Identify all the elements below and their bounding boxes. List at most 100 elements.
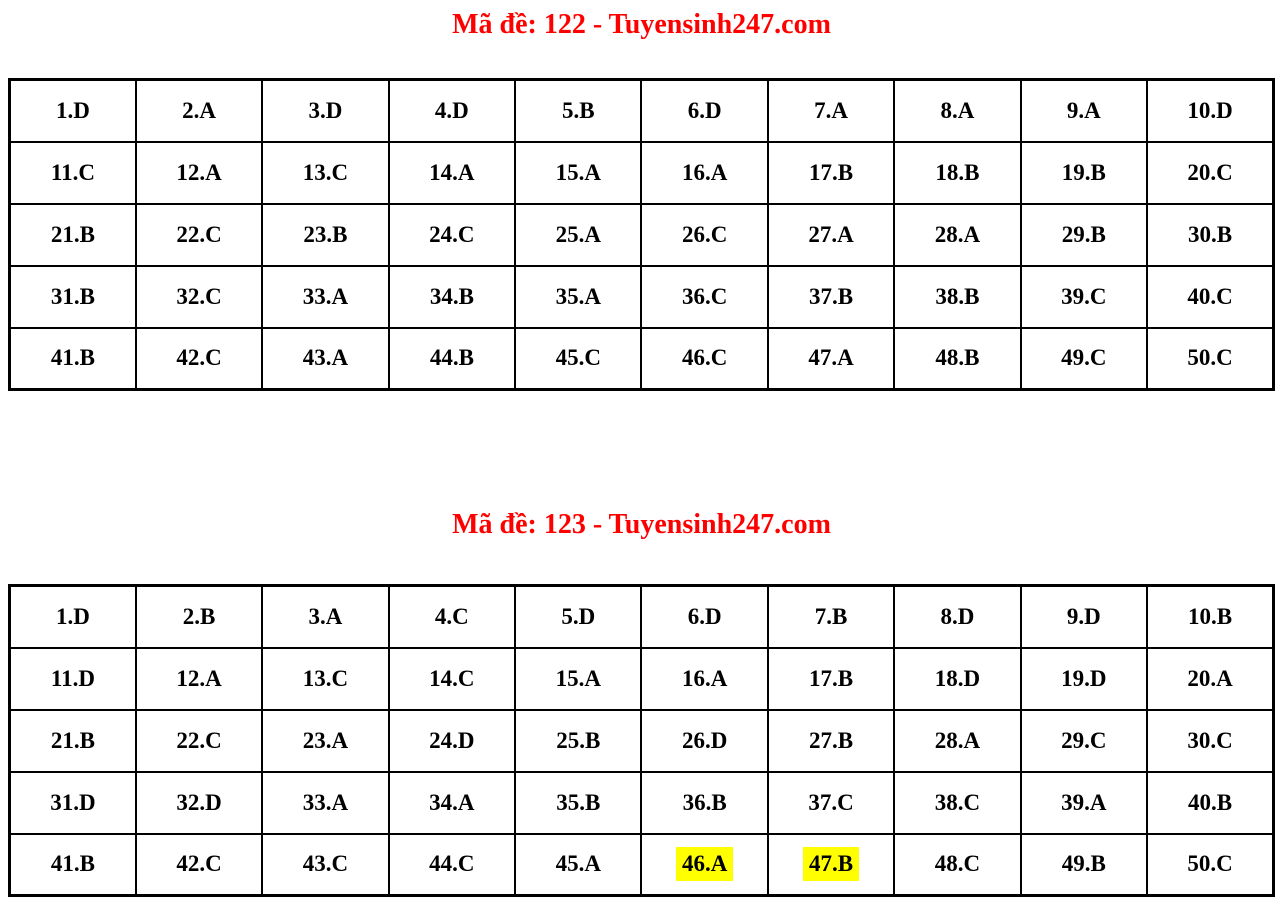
answer-cell: 41.B — [8, 832, 137, 897]
answer-cell: 18.D — [893, 646, 1022, 711]
answer-text: 45.A — [555, 851, 601, 877]
answer-cell: 7.A — [766, 78, 896, 143]
answer-cell: 44.B — [387, 326, 517, 391]
answer-cell: 45.A — [514, 832, 643, 897]
answer-text: 3.A — [308, 603, 343, 629]
answer-cell: 13.C — [261, 140, 390, 205]
answer-cell: 29.B — [1019, 202, 1149, 267]
answer-text: 10.D — [1187, 97, 1233, 123]
answer-text: 14.A — [429, 159, 475, 185]
answer-text: 34.A — [429, 789, 475, 815]
answer-text: 23.B — [303, 221, 348, 247]
answer-text: 43.C — [302, 851, 349, 877]
answer-cell: 6.D — [640, 584, 769, 649]
answer-cell: 40.C — [1146, 264, 1275, 329]
answer-text: 35.B — [556, 789, 601, 815]
answer-cell: 33.A — [261, 770, 390, 835]
answer-row: 21.B 22.C 23.B 24.C 25.A 26.C 27.A 28.A 29.B 30.B — [8, 202, 1275, 267]
answer-cell: 3.D — [261, 78, 390, 143]
answer-text: 38.C — [934, 789, 981, 815]
answer-text: 13.C — [302, 159, 349, 185]
answer-text: 42.C — [176, 345, 222, 371]
answer-text: 41.B — [50, 345, 95, 371]
answer-text: 3.D — [308, 97, 343, 123]
answer-text: 50.C — [1187, 345, 1233, 371]
answer-text: 44.B — [429, 345, 474, 371]
answer-text: 20.A — [1187, 665, 1233, 691]
answer-text: 39.A — [1061, 789, 1107, 815]
highlighted-answer: 47.B — [802, 847, 860, 882]
answer-text: 4.D — [434, 97, 469, 123]
answer-row: 11.D 12.A 13.C 14.C 15.A 16.A 17.B 18.D 19.D 20.A — [8, 646, 1275, 711]
answer-text: 40.B — [1187, 789, 1233, 815]
answer-cell: 40.B — [1146, 770, 1275, 835]
answer-text: 9.A — [1066, 97, 1101, 123]
answer-cell: 50.C — [1146, 326, 1275, 391]
answer-text: 16.A — [681, 665, 728, 691]
answer-text: 5.B — [561, 97, 595, 123]
answer-text: 42.C — [176, 851, 222, 877]
answer-cell: 46.C — [640, 326, 769, 391]
answer-cell: 26.C — [640, 202, 769, 267]
answer-cell: 43.C — [261, 832, 390, 897]
answer-text: 2.B — [182, 603, 216, 629]
answer-text: 48.B — [935, 345, 980, 371]
answer-cell: 25.A — [514, 202, 643, 267]
answer-cell: 25.B — [514, 708, 643, 773]
answer-cell: 19.B — [1019, 140, 1149, 205]
answer-text: 34.B — [429, 283, 474, 309]
answer-cell: 5.B — [514, 78, 643, 143]
answer-text: 12.A — [176, 665, 222, 691]
answer-text: 30.B — [1187, 221, 1233, 247]
answer-cell: 22.C — [134, 202, 264, 267]
answer-cell: 14.A — [387, 140, 517, 205]
answer-cell: 7.B — [766, 584, 896, 649]
answer-cell: 11.D — [8, 646, 137, 711]
answer-cell: 1.D — [8, 584, 137, 649]
answer-cell: 15.A — [514, 646, 643, 711]
answer-text: 22.C — [176, 727, 222, 753]
answer-cell: 9.D — [1019, 584, 1149, 649]
answer-cell: 23.B — [261, 202, 390, 267]
answer-cell: 26.D — [640, 708, 769, 773]
answer-text: 10.B — [1187, 603, 1233, 629]
answer-cell: 35.B — [514, 770, 643, 835]
answer-text: 7.B — [814, 603, 848, 629]
answer-text: 29.C — [1061, 727, 1107, 753]
answer-text: 26.C — [681, 221, 728, 247]
answer-cell: 36.B — [640, 770, 769, 835]
answer-text: 15.A — [555, 665, 601, 691]
answer-cell: 44.C — [387, 832, 517, 897]
answer-text: 24.D — [429, 727, 475, 753]
answer-text: 7.A — [814, 97, 848, 123]
answer-text: 37.C — [808, 789, 854, 815]
answer-cell: 17.B — [766, 140, 896, 205]
answer-text: 25.B — [556, 727, 601, 753]
answer-cell: 38.C — [893, 770, 1022, 835]
answer-text: 43.A — [302, 345, 349, 371]
answer-text: 21.B — [50, 221, 95, 247]
exam-code-123-title: Mã đề: 123 - Tuyensinh247.com — [452, 509, 831, 540]
answer-text: 22.C — [176, 221, 222, 247]
answer-cell: 31.D — [8, 770, 137, 835]
answer-row: 31.B 32.C 33.A 34.B 35.A 36.C 37.B 38.B 39.C 40.C — [8, 264, 1275, 329]
answer-cell: 20.C — [1146, 140, 1275, 205]
answer-cell: 28.A — [893, 708, 1022, 773]
answer-cell: 37.B — [766, 264, 896, 329]
answer-cell: 34.A — [387, 770, 517, 835]
answer-cell: 3.A — [261, 584, 390, 649]
answer-cell: 4.D — [387, 78, 517, 143]
answer-text: 23.A — [302, 727, 349, 753]
answer-text: 11.C — [50, 159, 95, 185]
answer-text: 14.C — [429, 665, 475, 691]
answer-cell: 21.B — [8, 202, 137, 267]
answer-text: 48.C — [934, 851, 981, 877]
answer-cell: 45.C — [514, 326, 643, 391]
answer-text: 19.D — [1061, 665, 1107, 691]
answer-cell: 24.C — [387, 202, 517, 267]
answer-text: 15.A — [555, 159, 601, 185]
answer-cell: 29.C — [1019, 708, 1149, 773]
answer-text: 36.B — [682, 789, 727, 815]
answer-cell: 16.A — [640, 140, 769, 205]
answer-text: 18.B — [935, 159, 980, 185]
